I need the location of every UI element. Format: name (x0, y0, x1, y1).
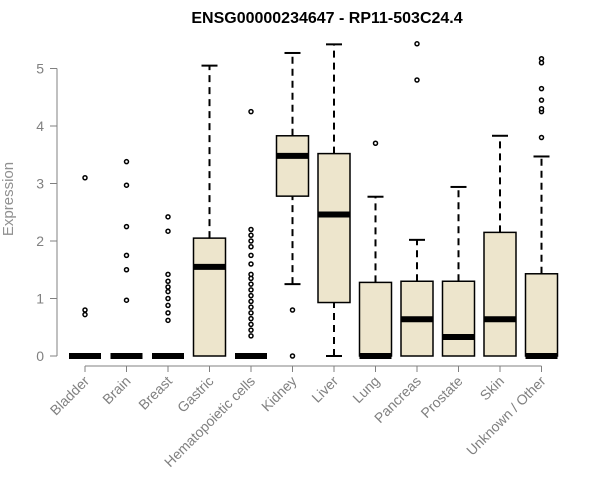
outlier-point (248, 292, 254, 299)
outlier-point (165, 317, 171, 324)
y-tick-label: 3 (36, 176, 44, 192)
box-rect (483, 231, 517, 357)
x-tick-label: Liver (308, 373, 341, 406)
x-tick-label: Brain (99, 373, 133, 407)
outlier-point (165, 295, 171, 302)
outlier-point (248, 315, 254, 322)
box-prostate (441, 185, 476, 357)
y-tick-label: 2 (36, 233, 44, 249)
x-tick-label: Kidney (258, 373, 300, 415)
outlier-point (289, 353, 296, 359)
outlier-point (123, 252, 130, 259)
x-tick-label: Prostate (417, 373, 465, 421)
box-lung (358, 140, 393, 359)
outlier-point (248, 298, 254, 305)
outlier-point (248, 252, 254, 259)
box-rect (441, 280, 476, 357)
outlier-point (414, 77, 420, 83)
x-tick-label: Bladder (47, 373, 93, 419)
x-tick-label: Breast (135, 373, 175, 413)
box-breast (152, 214, 184, 359)
box-rect (317, 152, 351, 304)
outlier-point (248, 271, 254, 278)
y-tick-label: 0 (36, 348, 44, 364)
outlier-point (82, 311, 88, 318)
outlier-point (165, 278, 171, 284)
box-hematopoietic-cells (235, 108, 267, 359)
box-gastric (192, 64, 227, 357)
outlier-point (248, 108, 254, 115)
y-tick-label: 1 (36, 291, 44, 307)
outlier-point (538, 134, 545, 141)
y-tick-label: 5 (36, 61, 44, 77)
outlier-point (123, 223, 130, 230)
outlier-point (248, 304, 254, 310)
outlier-point (165, 302, 171, 309)
outlier-point (248, 226, 254, 233)
x-tick-label: Skin (477, 373, 508, 404)
box-rect (192, 237, 227, 357)
outlier-point (248, 310, 254, 316)
outlier-point (248, 244, 254, 250)
box-rect (358, 281, 393, 357)
box-skin (483, 134, 517, 357)
x-tick-label: Unknown / Other (463, 373, 549, 459)
outlier-point (538, 85, 545, 92)
outlier-point (123, 158, 130, 165)
outlier-point (248, 333, 254, 339)
chart-title: ENSG00000234647 - RP11-503C24.4 (191, 10, 462, 27)
outlier-point (538, 106, 545, 112)
outlier-point (538, 97, 545, 103)
outlier-point (372, 140, 379, 146)
outlier-point (414, 41, 420, 47)
box-liver (317, 43, 351, 357)
outlier-point (165, 288, 171, 295)
outlier-point (248, 321, 254, 328)
box-unknown-other (524, 55, 559, 359)
box-bladder (69, 175, 101, 359)
y-axis: 0 1 2 3 4 5 (36, 61, 58, 364)
outlier-point (82, 175, 88, 181)
outlier-point (165, 228, 171, 234)
outlier-point (165, 284, 171, 290)
outlier-point (82, 307, 88, 313)
outlier-point (123, 182, 130, 188)
y-tick-label: 4 (36, 118, 44, 134)
outlier-point (123, 297, 130, 303)
outlier-point (248, 287, 254, 293)
boxes-group (69, 41, 559, 359)
outlier-point (289, 307, 296, 313)
outlier-point (248, 281, 254, 287)
outlier-point (538, 55, 545, 62)
x-tick-label: Lung (349, 373, 382, 406)
outlier-point (165, 214, 171, 220)
outlier-point (123, 267, 130, 273)
outlier-point (165, 271, 171, 278)
box-rect (524, 273, 559, 357)
box-brain (110, 158, 143, 359)
outlier-point (248, 232, 254, 238)
outlier-point (165, 310, 171, 316)
y-axis-label: Expression (0, 162, 17, 236)
box-kidney (275, 51, 310, 359)
box-pancreas (400, 41, 434, 357)
outlier-point (248, 261, 254, 267)
outlier-point (248, 238, 254, 244)
outlier-point (248, 327, 254, 333)
box-rect (275, 135, 310, 197)
